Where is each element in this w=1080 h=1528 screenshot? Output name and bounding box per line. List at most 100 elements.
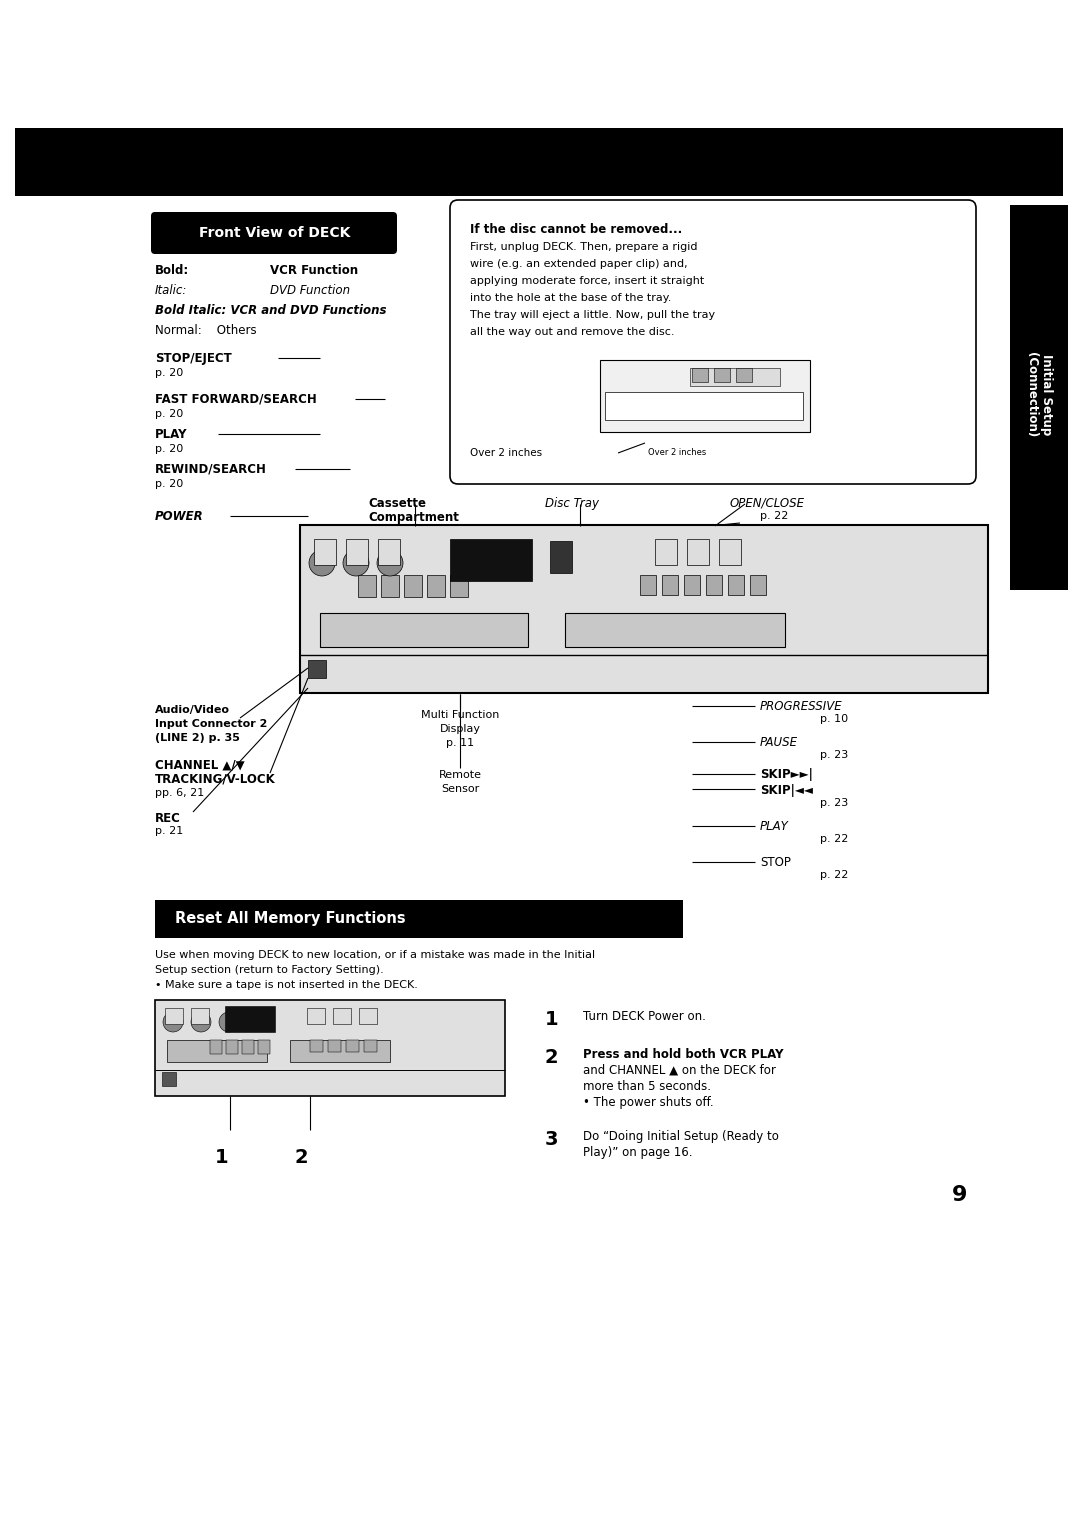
- Bar: [378, 539, 400, 565]
- Text: into the hole at the base of the tray.: into the hole at the base of the tray.: [470, 293, 672, 303]
- Bar: [191, 1008, 210, 1024]
- Bar: [291, 1041, 390, 1062]
- Text: applying moderate force, insert it straight: applying moderate force, insert it strai…: [470, 277, 704, 286]
- Bar: [404, 575, 422, 597]
- Text: REWIND/SEARCH: REWIND/SEARCH: [156, 463, 267, 477]
- Text: CHANNEL ▲/▼: CHANNEL ▲/▼: [156, 758, 245, 772]
- Text: PLAY: PLAY: [156, 428, 188, 442]
- Bar: [450, 575, 468, 597]
- Bar: [156, 900, 683, 938]
- Text: Initial Setup
(Connection): Initial Setup (Connection): [1025, 353, 1053, 437]
- Bar: [346, 539, 368, 565]
- Bar: [162, 1073, 176, 1086]
- Bar: [640, 575, 656, 594]
- Circle shape: [163, 1012, 183, 1031]
- Bar: [692, 368, 708, 382]
- Text: pp. 6, 21: pp. 6, 21: [156, 788, 204, 798]
- Bar: [308, 660, 326, 678]
- Text: Turn DECK Power on.: Turn DECK Power on.: [583, 1010, 706, 1024]
- Text: 2: 2: [295, 1148, 309, 1167]
- Bar: [300, 526, 988, 694]
- Text: Multi Function: Multi Function: [421, 711, 499, 720]
- Text: Compartment: Compartment: [368, 510, 459, 524]
- Text: Press and hold both VCR PLAY: Press and hold both VCR PLAY: [583, 1048, 783, 1060]
- Bar: [690, 368, 780, 387]
- Text: SKIP►►|: SKIP►►|: [760, 769, 813, 781]
- Bar: [719, 539, 741, 565]
- Bar: [359, 1008, 377, 1024]
- Text: POWER: POWER: [156, 510, 204, 523]
- Text: First, unplug DECK. Then, prepare a rigid: First, unplug DECK. Then, prepare a rigi…: [470, 241, 698, 252]
- Bar: [167, 1041, 267, 1062]
- Text: Front View of DECK: Front View of DECK: [200, 226, 351, 240]
- Bar: [210, 1041, 222, 1054]
- Text: Cassette: Cassette: [368, 497, 426, 510]
- Bar: [320, 613, 528, 646]
- Text: more than 5 seconds.: more than 5 seconds.: [583, 1080, 711, 1093]
- Text: • Make sure a tape is not inserted in the DECK.: • Make sure a tape is not inserted in th…: [156, 979, 418, 990]
- Bar: [600, 361, 810, 432]
- Bar: [706, 575, 723, 594]
- Text: 1: 1: [215, 1148, 229, 1167]
- Text: STOP: STOP: [760, 856, 791, 869]
- Bar: [307, 1008, 325, 1024]
- Bar: [750, 575, 766, 594]
- Text: Use when moving DECK to new location, or if a mistake was made in the Initial: Use when moving DECK to new location, or…: [156, 950, 595, 960]
- Text: 3: 3: [545, 1131, 558, 1149]
- Text: Audio/Video: Audio/Video: [156, 704, 230, 715]
- Text: If the disc cannot be removed...: If the disc cannot be removed...: [470, 223, 683, 235]
- Circle shape: [191, 1012, 211, 1031]
- Bar: [314, 539, 336, 565]
- Text: PROGRESSIVE: PROGRESSIVE: [760, 700, 842, 714]
- Text: Display: Display: [440, 724, 481, 733]
- FancyBboxPatch shape: [450, 200, 976, 484]
- Text: VCR Function: VCR Function: [270, 264, 359, 277]
- Text: wire (e.g. an extended paper clip) and,: wire (e.g. an extended paper clip) and,: [470, 260, 688, 269]
- Bar: [165, 1008, 183, 1024]
- Text: PLAY: PLAY: [760, 821, 788, 833]
- Text: Setup section (return to Factory Setting).: Setup section (return to Factory Setting…: [156, 966, 383, 975]
- Text: • The power shuts off.: • The power shuts off.: [583, 1096, 714, 1109]
- Bar: [714, 368, 730, 382]
- Text: p. 10: p. 10: [820, 714, 848, 724]
- Text: p. 21: p. 21: [156, 827, 184, 836]
- Text: 2: 2: [545, 1048, 558, 1067]
- Bar: [328, 1041, 341, 1051]
- Bar: [450, 539, 532, 581]
- Bar: [1010, 205, 1068, 590]
- Text: Normal:    Others: Normal: Others: [156, 324, 257, 338]
- Circle shape: [343, 550, 369, 576]
- Text: p. 22: p. 22: [760, 510, 788, 521]
- Text: p. 22: p. 22: [820, 834, 849, 843]
- Text: and CHANNEL ▲ on the DECK for: and CHANNEL ▲ on the DECK for: [583, 1063, 775, 1077]
- Text: (LINE 2) p. 35: (LINE 2) p. 35: [156, 733, 240, 743]
- Bar: [310, 1041, 323, 1051]
- Text: Disc Tray: Disc Tray: [545, 497, 599, 510]
- Text: p. 20: p. 20: [156, 368, 184, 377]
- Text: p. 22: p. 22: [820, 869, 849, 880]
- Text: p. 20: p. 20: [156, 445, 184, 454]
- Text: Sensor: Sensor: [441, 784, 480, 795]
- Bar: [565, 613, 785, 646]
- Text: Input Connector 2: Input Connector 2: [156, 720, 268, 729]
- Bar: [735, 368, 752, 382]
- Bar: [550, 541, 572, 573]
- Text: Remote: Remote: [438, 770, 482, 779]
- Bar: [662, 575, 678, 594]
- Bar: [333, 1008, 351, 1024]
- Text: 9: 9: [953, 1186, 968, 1206]
- Text: Over 2 inches: Over 2 inches: [470, 448, 542, 458]
- Text: The tray will eject a little. Now, pull the tray: The tray will eject a little. Now, pull …: [470, 310, 715, 319]
- Text: STOP/EJECT: STOP/EJECT: [156, 351, 232, 365]
- Bar: [364, 1041, 377, 1051]
- Bar: [684, 575, 700, 594]
- Bar: [15, 128, 1063, 196]
- Bar: [381, 575, 399, 597]
- Text: p. 20: p. 20: [156, 478, 184, 489]
- Text: Bold Italic: VCR and DVD Functions: Bold Italic: VCR and DVD Functions: [156, 304, 387, 316]
- Bar: [427, 575, 445, 597]
- Bar: [357, 575, 376, 597]
- Text: p. 23: p. 23: [820, 750, 848, 759]
- Bar: [156, 999, 505, 1096]
- Text: all the way out and remove the disc.: all the way out and remove the disc.: [470, 327, 675, 338]
